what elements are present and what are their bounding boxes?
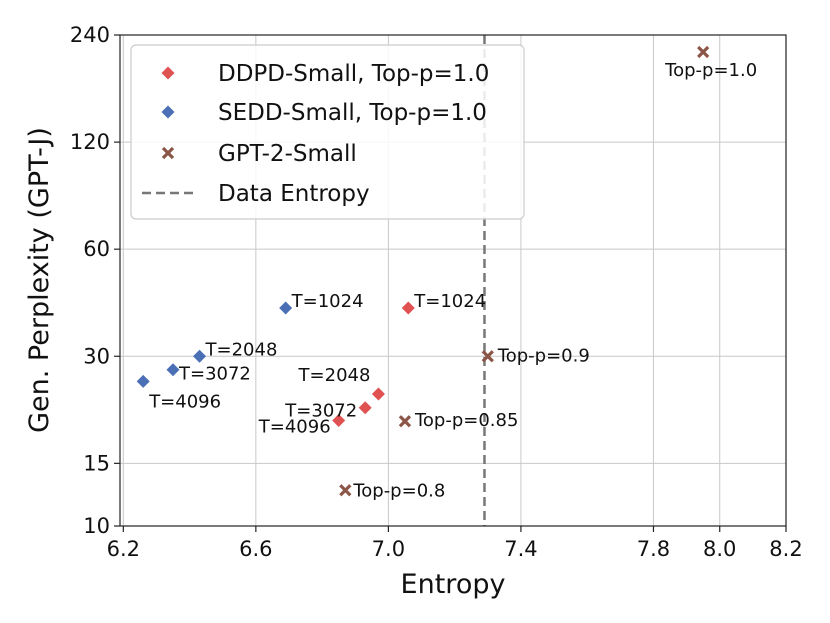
x-tick-label: 8.0 [703, 537, 736, 561]
legend-label: Data Entropy [218, 181, 370, 207]
ddpd-point [401, 301, 415, 315]
gpt2-point [697, 45, 710, 59]
legend-label: GPT-2-Small [218, 141, 357, 167]
plot-frame [119, 34, 787, 527]
legend: DDPD-Small, Top-p=1.0 SEDD-Small, Top-p=1… [130, 44, 525, 220]
point-label: T=3072 [284, 401, 357, 422]
legend-marker-sedd [161, 105, 175, 119]
point-label: Top-p=1.0 [664, 60, 757, 81]
legend-box [130, 44, 525, 220]
x-tick-label: 7.4 [504, 537, 537, 561]
gpt2-point [398, 415, 412, 428]
x-tick-label: 8.2 [769, 537, 802, 561]
tick-layer: 6.2 6.6 7.0 7.4 7.8 8.0 8.2 10 15 30 60 120 240 [70, 23, 803, 561]
point-label: T=4096 [148, 391, 221, 412]
point-label: T=2048 [205, 339, 278, 360]
point-label: Top-p=0.8 [352, 480, 445, 501]
point-label: T=2048 [298, 365, 371, 386]
legend-label: DDPD-Small, Top-p=1.0 [218, 61, 489, 87]
x-tick-label: 6.2 [107, 537, 140, 561]
sedd-point [193, 349, 207, 363]
x-axis-label: Entropy [401, 569, 506, 600]
y-axis-label: Gen. Perplexity (GPT-J) [24, 127, 55, 433]
y-tick-label: 10 [83, 514, 110, 538]
y-tick-label: 240 [70, 23, 110, 47]
y-tick-label: 15 [83, 451, 110, 475]
y-tick-label: 30 [83, 344, 110, 368]
point-label: T=1024 [413, 291, 486, 312]
ddpd-point [358, 401, 372, 415]
ddpd-point [332, 413, 346, 427]
y-tick-label: 60 [83, 237, 110, 261]
point-label: T=4096 [258, 416, 331, 437]
legend-marker-ddpd [161, 66, 175, 80]
y-tick-label: 120 [70, 130, 110, 154]
points-layer [136, 45, 710, 497]
x-tick-label: 6.6 [239, 537, 272, 561]
sedd-point [136, 374, 150, 388]
point-label: T=1024 [291, 291, 364, 312]
legend-label: SEDD-Small, Top-p=1.0 [218, 100, 487, 126]
point-label: T=3072 [178, 364, 251, 385]
gpt2-point [339, 484, 352, 497]
gpt2-point [481, 350, 494, 363]
ddpd-point [371, 387, 385, 401]
point-label: Top-p=0.9 [497, 345, 590, 366]
x-tick-label: 7.0 [372, 537, 405, 561]
annotation-layer: T=1024T=2048T=3072T=4096T=1024T=2048T=30… [148, 60, 757, 501]
point-label: Top-p=0.85 [414, 410, 518, 431]
sedd-point [279, 301, 293, 315]
legend-marker-gpt2 [161, 146, 175, 160]
x-tick-label: 7.8 [637, 537, 670, 561]
sedd-point [166, 363, 180, 377]
